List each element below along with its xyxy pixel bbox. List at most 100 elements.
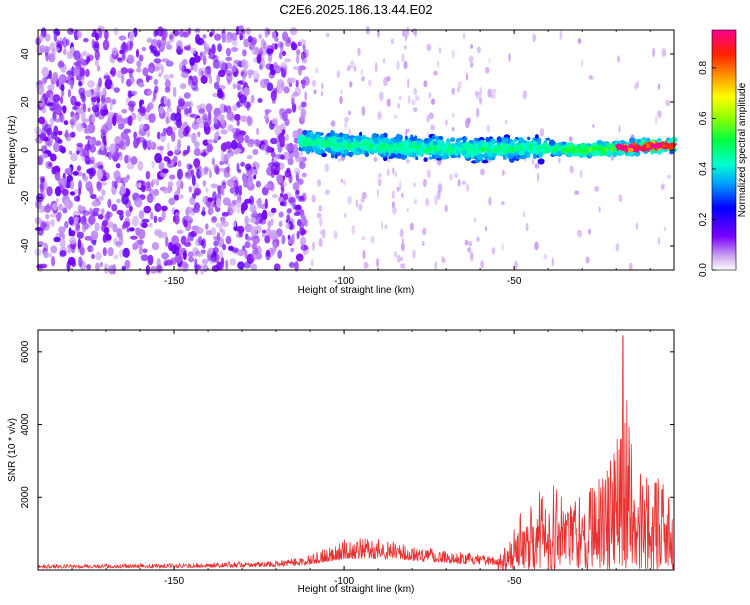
colorbar-ticks: 0.0 0.2 0.4 0.6 0.8 <box>698 61 716 277</box>
spectrogram-cell <box>409 222 414 231</box>
spectrogram-cell <box>300 244 309 251</box>
spectrogram-cell <box>344 213 347 218</box>
spectrogram-cell <box>479 86 483 97</box>
spectrogram-cell <box>411 99 416 106</box>
spectrogram-cell <box>246 102 251 111</box>
spectrogram-cell <box>57 138 63 144</box>
spectrogram-cell <box>87 122 96 134</box>
spectrogram-cell <box>349 81 353 88</box>
spectrogram-cell <box>212 59 221 69</box>
spectrogram-cell <box>324 142 328 147</box>
spectrogram-cell <box>146 139 155 148</box>
spectrogram-cell <box>428 148 432 153</box>
spectrogram-cell <box>154 152 163 164</box>
spectrogram-cell <box>395 133 401 141</box>
spectrogram-cell <box>252 148 259 156</box>
spectrogram-cell <box>130 235 138 240</box>
spectrogram-cell <box>184 242 192 248</box>
spectrogram-cell <box>519 154 527 160</box>
spectrogram-cell <box>443 143 449 150</box>
spectrogram-cell <box>392 167 395 175</box>
spectrogram-cell <box>188 185 193 193</box>
spectrogram-cell <box>439 140 445 146</box>
spectrogram-cell <box>51 255 56 267</box>
spectrogram-cell <box>318 205 323 212</box>
spectrogram-cell <box>51 48 56 58</box>
spectrogram-cell <box>212 54 219 62</box>
spectrogram-cell <box>473 217 477 223</box>
spectrogram-cell <box>264 198 268 209</box>
spectrogram-cell <box>311 194 316 203</box>
spectrogram-cell <box>443 151 447 156</box>
spectrogram-cell <box>265 249 271 257</box>
spectrogram-cell <box>538 152 543 158</box>
spectrogram-cell <box>43 137 49 142</box>
spectrogram-cell <box>207 139 214 144</box>
spectrogram-cell <box>145 185 152 192</box>
spectrogram-cell <box>202 150 206 158</box>
spectrogram-cell <box>51 131 58 140</box>
spectrogram-cell <box>91 32 97 38</box>
spectrogram-cell <box>150 38 158 48</box>
spectrogram-cell <box>294 150 300 159</box>
spectrogram-cell <box>57 211 62 220</box>
spectrogram-cell <box>377 111 382 120</box>
spectrogram-cell <box>449 173 453 181</box>
spectrogram-cell <box>78 206 86 211</box>
spectrogram-cell <box>430 124 436 131</box>
spectrogram-cell <box>472 145 477 149</box>
spectrogram-cell <box>267 220 272 229</box>
spectrogram-cell <box>402 237 404 245</box>
spectrogram-cell <box>158 72 162 78</box>
spectrogram-cell <box>255 252 263 260</box>
spectrogram-cell <box>76 30 82 39</box>
spectrogram-cell <box>62 105 67 114</box>
spectrogram-cell <box>464 239 469 246</box>
spectrogram-cell <box>418 147 424 153</box>
spectrogram-cell <box>301 192 307 202</box>
spectrogram-cell <box>208 170 212 179</box>
spectrogram-cell <box>264 183 273 189</box>
spectrogram-cell <box>119 49 124 55</box>
spectrogram-cell <box>169 174 176 180</box>
spectrogram-cell <box>231 247 239 253</box>
spectrogram-cell <box>394 171 398 178</box>
spectrogram-cell <box>93 43 100 52</box>
spectrogram-cell <box>82 52 91 57</box>
spectrogram-cell <box>121 117 126 127</box>
spectrogram-cell <box>232 83 237 90</box>
spectrogram-cell <box>487 88 493 98</box>
spectrogram-cell <box>101 89 106 96</box>
spectrogram-cell <box>101 124 109 135</box>
spectrogram-cell <box>78 187 82 196</box>
spectrogram-cell <box>406 158 410 164</box>
spectrogram-cell <box>406 148 414 154</box>
spectrogram-cell <box>53 236 61 243</box>
spectrogram-cell <box>380 133 385 139</box>
spectrogram-cell <box>111 98 116 105</box>
spectrogram-cell <box>40 177 45 183</box>
spectrogram-cell <box>454 145 459 151</box>
spectrogram-cell <box>334 146 341 153</box>
spectrogram-cell <box>138 210 145 220</box>
spectrogram-cell <box>123 128 131 134</box>
spectrogram-cell <box>102 234 108 243</box>
spectrogram-cell <box>479 96 483 105</box>
spectrogram-cell <box>310 258 314 267</box>
spectrogram-cell <box>179 247 187 256</box>
spectrogram-cell <box>52 101 60 111</box>
spectrogram-cell <box>148 113 156 124</box>
spectrogram-cell <box>53 141 60 153</box>
spectrogram-cell <box>321 152 327 158</box>
spectrogram-cell <box>412 249 416 259</box>
spectrogram-cell <box>490 143 495 150</box>
spectrogram-cell <box>528 143 533 148</box>
spectrogram-cell <box>324 135 328 141</box>
spectrogram-cell <box>260 46 268 56</box>
spectrogram-cell <box>366 263 369 269</box>
spectrogram-cell <box>504 119 508 125</box>
spectrogram-cell <box>292 182 300 191</box>
spectrogram-cell <box>383 76 388 87</box>
spectrogram-cell <box>270 183 275 192</box>
spectrogram-cell <box>169 34 174 40</box>
